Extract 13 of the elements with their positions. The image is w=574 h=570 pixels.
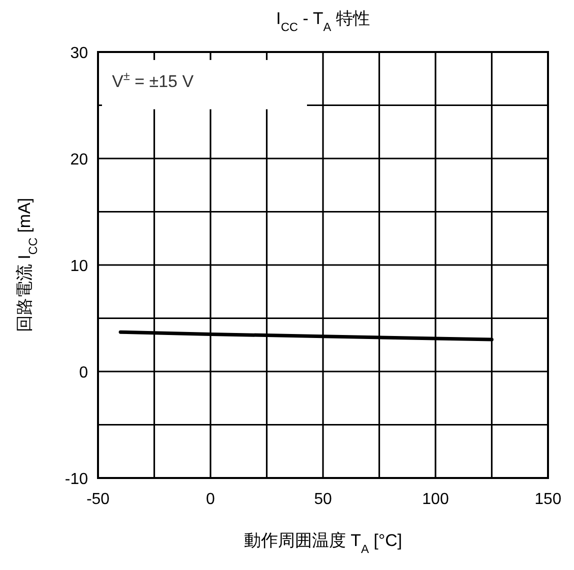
ytick: 20 — [70, 152, 88, 168]
ytick: 10 — [70, 258, 88, 275]
xlabel: 動作周囲温度 T$_{A}$ [°C] — [244, 531, 402, 556]
annotation: V$^{±}$ = ±15 V — [112, 69, 194, 91]
ytick: 30 — [70, 45, 88, 62]
xtick: 100 — [422, 491, 449, 508]
xtick: -50 — [86, 491, 110, 508]
title: I$_{CC}$ - T$_{A}$ 特性 — [276, 9, 370, 34]
ytick: -10 — [64, 471, 88, 488]
xtick: 150 — [534, 491, 562, 508]
ytick: 0 — [79, 364, 88, 382]
xtick: 50 — [314, 491, 332, 508]
xtick: 0 — [206, 491, 215, 508]
